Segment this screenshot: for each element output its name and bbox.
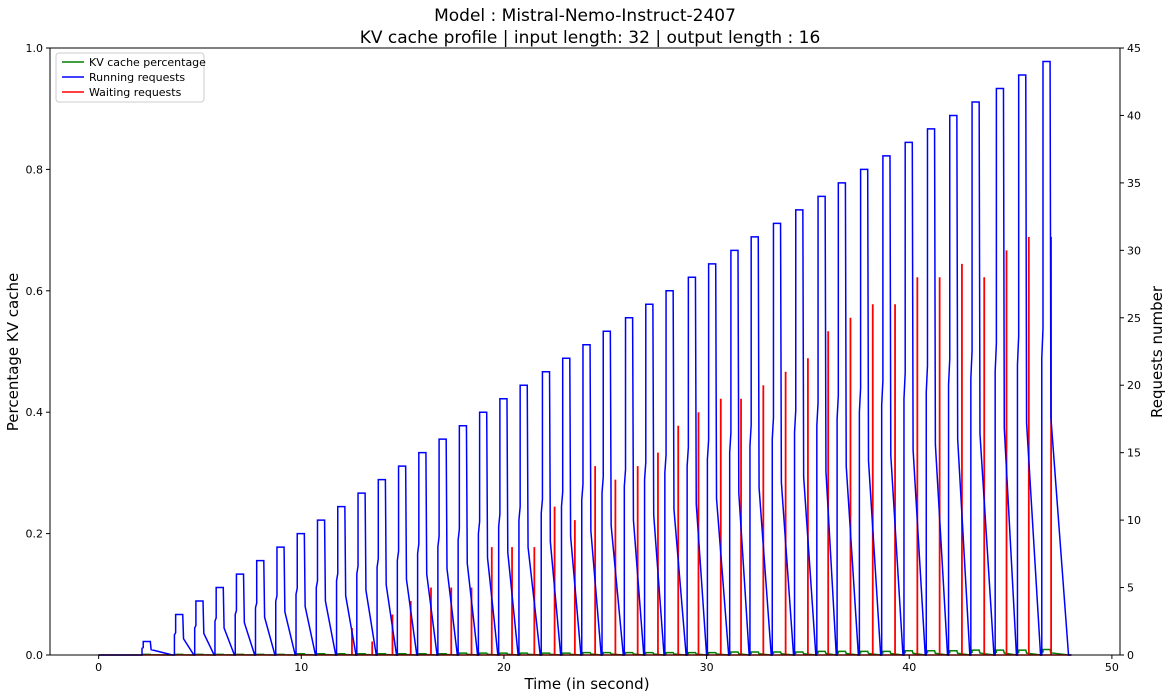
y-left-tick-label: 0.0 [26, 649, 44, 662]
x-tick-label: 0 [95, 661, 102, 674]
y-right-tick-label: 15 [1127, 447, 1141, 460]
y-right-tick-label: 25 [1127, 312, 1141, 325]
legend-label-kv-cache: KV cache percentage [89, 56, 206, 69]
x-tick-label: 30 [700, 661, 714, 674]
y-right-tick-label: 20 [1127, 379, 1141, 392]
y-left-tick-label: 0.4 [26, 406, 44, 419]
y-left-tick-label: 1.0 [26, 42, 44, 55]
x-tick-label: 40 [902, 661, 916, 674]
x-axis-title: Time (in second) [523, 675, 649, 693]
chart-subtitle: KV cache profile | input length: 32 | ou… [360, 28, 821, 48]
y-right-tick-label: 40 [1127, 109, 1141, 122]
running-requests-series [98, 60, 1072, 656]
legend-label-waiting: Waiting requests [89, 86, 182, 99]
y-axis-left: 0.0 0.2 0.4 0.6 0.8 1.0 [26, 42, 50, 662]
y-right-tick-label: 5 [1127, 582, 1134, 595]
chart-title: Model : Mistral-Nemo-Instruct-2407 [434, 6, 736, 26]
x-tick-label: 10 [294, 661, 308, 674]
y-right-tick-label: 45 [1127, 42, 1141, 55]
legend: KV cache percentage Running requests Wai… [55, 52, 206, 103]
y-left-tick-label: 0.2 [26, 528, 44, 541]
x-tick-label: 50 [1105, 661, 1119, 674]
y-right-tick-label: 35 [1127, 177, 1141, 190]
legend-box [55, 52, 205, 103]
y-axis-right: 0 5 10 15 20 25 30 35 40 45 [1120, 42, 1141, 662]
y-left-tick-label: 0.8 [26, 163, 44, 176]
legend-label-running: Running requests [89, 71, 185, 84]
x-axis: 0 10 20 30 40 50 [95, 655, 1119, 674]
y-right-tick-label: 0 [1127, 649, 1134, 662]
series-layer [98, 60, 1072, 656]
running-requests-line [98, 60, 1072, 656]
plot-area-frame [49, 47, 1121, 656]
y-left-tick-label: 0.6 [26, 285, 44, 298]
y-right-tick-label: 10 [1127, 514, 1141, 527]
y-right-tick-label: 30 [1127, 244, 1141, 257]
y-axis-left-title: Percentage KV cache [4, 273, 22, 431]
x-tick-label: 20 [497, 661, 511, 674]
y-axis-right-title: Requests number [1148, 285, 1166, 418]
